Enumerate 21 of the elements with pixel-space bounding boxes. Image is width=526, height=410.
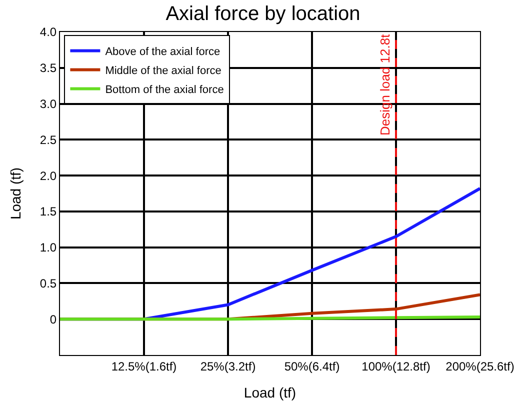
legend-label: Above of the axial force [105, 46, 220, 58]
x-tick-label: 25%(3.2tf) [200, 359, 256, 374]
x-tick-label: 100%(12.8tf) [362, 359, 430, 374]
x-axis-title: Load (tf) [244, 384, 296, 401]
y-tick-label: 2.0 [40, 168, 57, 183]
ref-line-label: Design load 12.8t [378, 34, 392, 136]
y-tick-label: 2.5 [40, 132, 57, 147]
y-tick-label: 0.5 [40, 276, 57, 290]
y-tick-label: 3.0 [40, 96, 57, 111]
y-tick-label: 1.5 [40, 204, 57, 219]
y-tick-label: 4.0 [40, 25, 57, 40]
y-axis-title: Load (tf) [8, 167, 24, 220]
chart-title: Axial force by location [166, 3, 360, 26]
y-tick-label: 0 [50, 312, 57, 326]
legend-label: Middle of the axial force [105, 65, 222, 78]
x-tick-label: 50%(6.4tf) [284, 359, 340, 374]
y-tick-label: 1.0 [40, 240, 57, 255]
x-tick-label: 200%(25.6tf) [446, 359, 514, 374]
x-tick-label: 12.5%(1.6tf) [111, 359, 177, 374]
y-tick-label: 3.5 [40, 61, 57, 76]
legend-label: Bottom of the axial force [105, 84, 224, 96]
